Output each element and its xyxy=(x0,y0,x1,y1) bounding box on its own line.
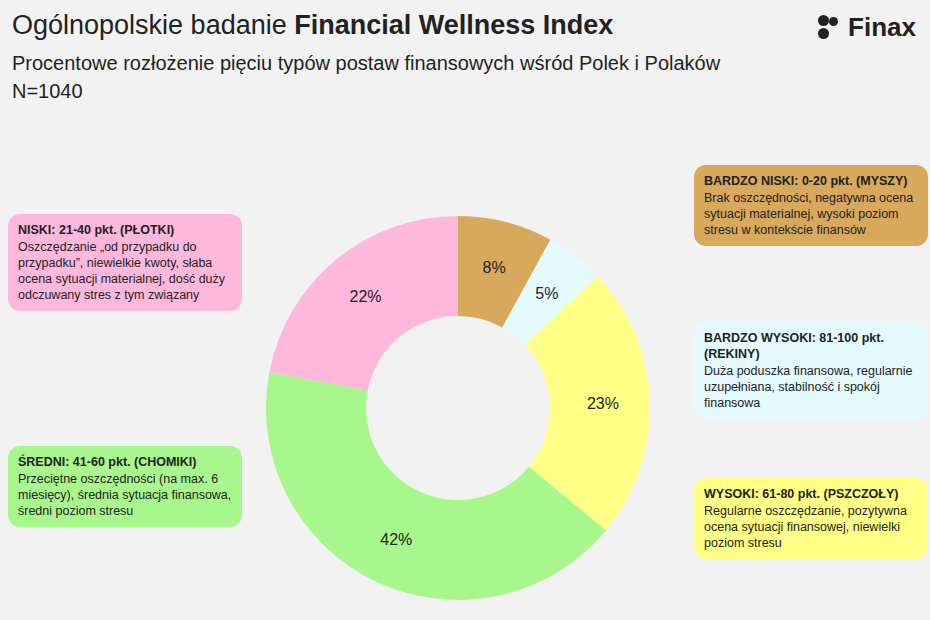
svg-text:22%: 22% xyxy=(350,288,382,305)
svg-text:5%: 5% xyxy=(535,285,558,302)
html-text:Duża poduszka finansowa, regul: Duża poduszka finansowa, regularnie uzup… xyxy=(704,364,913,410)
html-text:Regularne oszczędzanie, pozyty: Regularne oszczędzanie, pozytywna ocena … xyxy=(704,504,907,550)
svg-text:8%: 8% xyxy=(482,259,505,276)
html-text:BARDZO WYSOKI: 81-100 pkt. (RE: BARDZO WYSOKI: 81-100 pkt. (REKINY) xyxy=(704,331,884,361)
html-text:Ogólnopolskie badanie Financia: Ogólnopolskie badanie Financial Wellness… xyxy=(12,10,614,40)
svg-text:42%: 42% xyxy=(380,531,412,548)
html-text:WYSOKI: 61-80 pkt. (PSZCZOŁY): WYSOKI: 61-80 pkt. (PSZCZOŁY) xyxy=(704,487,899,501)
svg-text:23%: 23% xyxy=(587,395,619,412)
html-text:BARDZO NISKI: 0-20 pkt. (MYSZY: BARDZO NISKI: 0-20 pkt. (MYSZY) xyxy=(704,174,908,188)
html-text:ŚREDNI: 41-60 pkt. (CHOMIKI): ŚREDNI: 41-60 pkt. (CHOMIKI) xyxy=(18,455,197,469)
html-text:Brak oszczędności, negatywna o: Brak oszczędności, negatywna ocena sytua… xyxy=(704,191,914,237)
html-text:NISKI: 21-40 pkt. (PŁOTKI): NISKI: 21-40 pkt. (PŁOTKI) xyxy=(18,223,175,237)
html-text:Oszczędzanie „od przypadku do: Oszczędzanie „od przypadku do przypadku”… xyxy=(18,240,226,302)
html-text:N=1040: N=1040 xyxy=(12,80,83,102)
html-text:Procentowe rozłożenie pięciu t: Procentowe rozłożenie pięciu typów posta… xyxy=(12,52,721,74)
html-text:Finax: Finax xyxy=(848,12,916,42)
html-text:Przeciętne oszczędności (na ma: Przeciętne oszczędności (na max. 6 miesi… xyxy=(18,472,232,518)
